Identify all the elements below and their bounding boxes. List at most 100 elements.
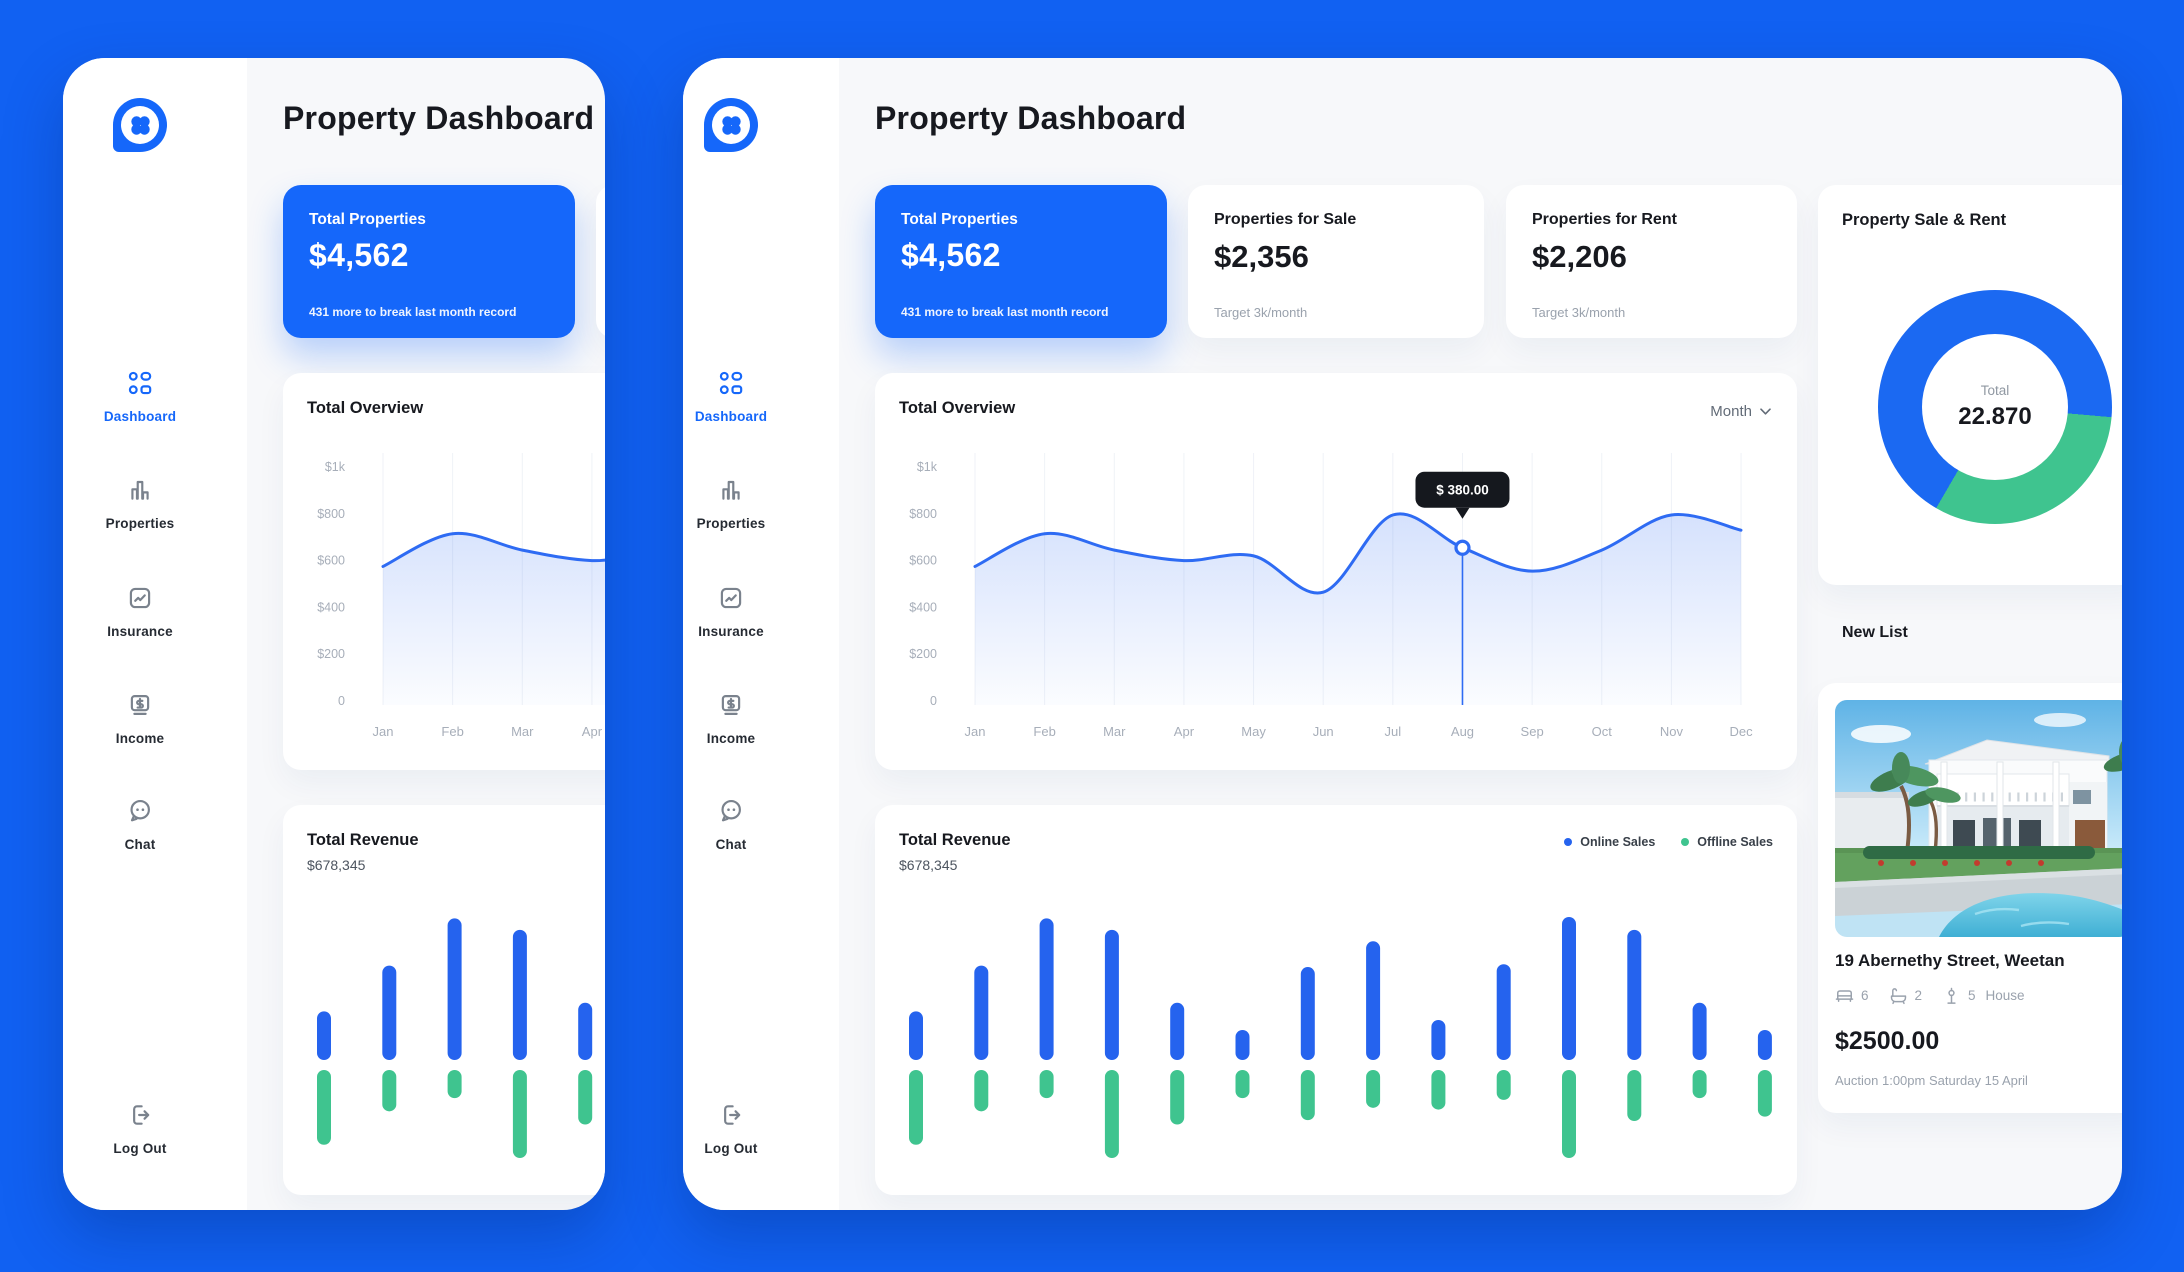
new-list-heading: New List: [1842, 624, 1908, 641]
svg-text:Mar: Mar: [511, 724, 534, 739]
logo-inner-circle: [712, 106, 750, 144]
stat-label: Total Properties: [309, 211, 426, 228]
listing-price: $2500.00: [1835, 1027, 1940, 1055]
sidebar-item-income[interactable]: Income: [85, 692, 195, 746]
svg-text:Jan: Jan: [965, 724, 986, 739]
stat-label: Properties for Rent: [1532, 211, 1677, 228]
logout-icon: [718, 1105, 744, 1132]
beds-count: 6: [1861, 988, 1869, 1003]
properties-icon: [127, 480, 153, 507]
chart-title: Total Revenue: [307, 831, 419, 849]
chart-title: Property Sale & Rent: [1842, 211, 2007, 229]
svg-text:Jun: Jun: [1313, 724, 1334, 739]
properties-for-sale-card: Properties for Sale $2,356 Target 3k/mon…: [596, 185, 605, 338]
insurance-icon: [718, 587, 744, 615]
sidebar-item-label: Income: [706, 731, 756, 746]
properties-for-rent-card: Properties for Rent $2,206 Target 3k/mon…: [1506, 185, 1797, 338]
listing-address: 19 Abernethy Street, Weetan: [1835, 951, 2065, 970]
svg-text:$800: $800: [317, 507, 345, 521]
property-listing-card[interactable]: 19 Abernethy Street, Weetan 6 2: [1818, 683, 2122, 1113]
svg-text:$200: $200: [909, 647, 937, 661]
main-content: Property Dashboard Total Properties $4,5…: [283, 58, 605, 1210]
sidebar-item-properties[interactable]: Properties: [85, 477, 195, 531]
page-title: Property Dashboard: [875, 100, 1187, 136]
stat-value: $2,206: [1532, 239, 1627, 274]
svg-text:May: May: [1241, 724, 1266, 739]
house-illustration: [1835, 700, 2122, 937]
primary-panel: Dashboard Properties: [683, 58, 2122, 1210]
logout-button[interactable]: Log Out: [683, 1102, 786, 1156]
sidebar-item-insurance[interactable]: Insurance: [683, 585, 786, 639]
showers-count: 5: [1968, 988, 1976, 1003]
offline-sales-dot: [1681, 838, 1690, 846]
properties-icon: [718, 480, 744, 507]
stat-target: Target 3k/month: [1532, 305, 1626, 320]
sidebar-item-insurance[interactable]: Insurance: [85, 585, 195, 639]
listing-features: 6 2 5 House: [1835, 986, 2025, 1005]
legend-label: Online Sales: [1580, 835, 1656, 849]
shower-icon: [1947, 987, 1956, 1004]
svg-text:$200: $200: [317, 647, 345, 661]
svg-text:0: 0: [930, 694, 937, 708]
total-revenue-card: Total Revenue $678,345 Online Sales Offl…: [283, 805, 605, 1195]
stat-label: Properties for Sale: [1214, 211, 1357, 228]
listing-auction-info: Auction 1:00pm Saturday 15 April: [1835, 1073, 2028, 1088]
sidebar-item-dashboard[interactable]: Dashboard: [683, 370, 786, 424]
sidebar-item-properties[interactable]: Properties: [683, 477, 786, 531]
svg-text:$ 380.00: $ 380.00: [1436, 483, 1489, 498]
bath-icon: [1890, 988, 1906, 1005]
dashboard-icon: [127, 371, 153, 400]
baths-count: 2: [1914, 988, 1923, 1003]
donut-center-label: Total: [1980, 383, 2010, 398]
secondary-panel: Dashboard Properties: [63, 58, 605, 1210]
total-overview-line-chart: $1k$800$600$400$2000JanFebMarAprMayJunJu…: [317, 453, 605, 739]
chart-title: Total Revenue: [899, 831, 1011, 849]
sidebar-item-chat[interactable]: Chat: [683, 798, 786, 852]
svg-text:Feb: Feb: [1033, 724, 1055, 739]
svg-text:Sep: Sep: [1521, 724, 1544, 739]
total-revenue-bar-chart: [909, 917, 1772, 1158]
revenue-total: $678,345: [307, 857, 366, 873]
insurance-icon: [127, 587, 153, 615]
main-content: Property Dashboard Total Properties $4,5…: [875, 58, 2122, 1210]
total-overview-card: Total Overview Month $1k $800 $600 $400 $200…: [875, 373, 1797, 770]
chart-title: Total Overview: [899, 399, 1016, 417]
properties-for-sale-card: Properties for Sale $2,356 Target 3k/mon…: [1188, 185, 1484, 338]
legend-offline-sales: Offline Sales: [1681, 835, 1773, 849]
svg-text:$400: $400: [317, 600, 345, 614]
period-dropdown-value: Month: [1710, 403, 1752, 420]
stat-note: 431 more to break last month record: [901, 305, 1109, 319]
sidebar-item-dashboard[interactable]: Dashboard: [85, 370, 195, 424]
sidebar-item-label: Chat: [715, 837, 747, 852]
svg-text:0: 0: [338, 694, 345, 708]
legend-label: Offline Sales: [1697, 835, 1773, 849]
sidebar-item-label: Insurance: [107, 624, 173, 639]
stat-target: Target 3k/month: [1214, 305, 1308, 320]
chat-icon: [718, 799, 744, 828]
logo-inner-circle: [121, 106, 159, 144]
logo-clover-icon: [130, 115, 150, 135]
svg-text:$400: $400: [909, 600, 937, 614]
logout-button[interactable]: Log Out: [85, 1102, 195, 1156]
svg-text:Aug: Aug: [1451, 724, 1474, 739]
svg-text:Feb: Feb: [441, 724, 463, 739]
sidebar: Dashboard Properties: [683, 58, 839, 1210]
total-properties-card: Total Properties $4,562 431 more to brea…: [875, 185, 1167, 338]
svg-text:$1k: $1k: [917, 460, 938, 474]
sidebar-item-chat[interactable]: Chat: [85, 798, 195, 852]
app-logo: [113, 98, 167, 152]
sidebar-item-income[interactable]: Income: [683, 692, 786, 746]
sidebar-item-label: Properties: [105, 516, 175, 531]
income-icon: [718, 695, 744, 722]
sidebar-item-label: Insurance: [698, 624, 764, 639]
svg-text:Oct: Oct: [1592, 724, 1613, 739]
logo-clover-icon: [721, 115, 741, 135]
total-revenue-card: Total Revenue $678,345 Online Sales Offl…: [875, 805, 1797, 1195]
period-dropdown[interactable]: Month: [1710, 403, 1771, 420]
sidebar-item-label: Chat: [124, 837, 156, 852]
online-sales-dot: [1564, 838, 1573, 846]
svg-text:Apr: Apr: [1174, 724, 1195, 739]
sale-rent-donut-chart: Total 22.870: [1878, 290, 2112, 524]
logout-label: Log Out: [704, 1141, 758, 1156]
property-dashboard: Dashboard Properties: [683, 58, 2122, 1210]
